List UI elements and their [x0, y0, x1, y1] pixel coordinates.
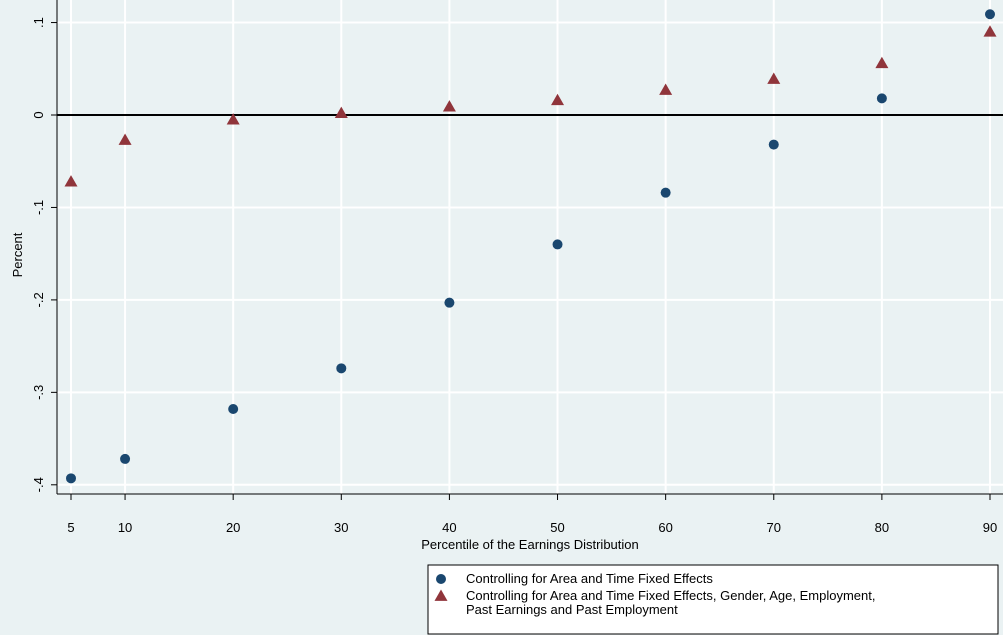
y-tick-label: -.3 — [31, 385, 46, 400]
data-point-triangle — [551, 93, 565, 106]
legend: Controlling for Area and Time Fixed Effe… — [427, 564, 999, 635]
legend-label: Controlling for Area and Time Fixed Effe… — [466, 588, 875, 603]
x-tick-label: 10 — [118, 520, 132, 535]
data-point-circle — [120, 453, 131, 464]
data-point-triangle — [118, 133, 132, 145]
data-point-circle — [660, 187, 671, 198]
data-point-circle — [66, 473, 76, 484]
data-point-triangle — [226, 113, 240, 125]
x-tick-label: 70 — [767, 520, 781, 535]
data-point-triangle — [659, 83, 673, 95]
data-point-triangle — [64, 175, 78, 187]
legend-marker-circle — [436, 574, 446, 584]
data-point-triangle — [767, 72, 781, 84]
data-point-circle — [768, 139, 779, 150]
x-tick-label: 20 — [226, 520, 240, 535]
data-point-circle — [876, 93, 887, 104]
data-point-triangle — [334, 106, 348, 119]
data-point-circle — [985, 9, 995, 20]
y-tick-label: .1 — [31, 17, 46, 28]
data-point-circle — [444, 297, 455, 308]
x-tick-label: 50 — [550, 520, 564, 535]
x-tick-label: 5 — [67, 520, 74, 535]
y-tick-label: -.1 — [31, 200, 46, 215]
x-tick-label: 30 — [334, 520, 348, 535]
y-tick-label: -.4 — [31, 477, 46, 492]
y-tick-label: -.2 — [31, 292, 46, 307]
legend-marker-triangle — [434, 589, 448, 601]
x-tick-label: 40 — [442, 520, 456, 535]
y-axis-title: Percent — [10, 232, 25, 277]
y-tick-label: 0 — [31, 111, 46, 118]
data-point-triangle — [442, 100, 456, 112]
data-point-circle — [228, 403, 239, 414]
data-point-circle — [552, 239, 563, 250]
plot-area — [57, 0, 1003, 494]
data-point-triangle — [983, 25, 997, 37]
legend-box — [427, 564, 999, 635]
x-tick-label: 60 — [658, 520, 672, 535]
data-point-triangle — [875, 56, 889, 69]
legend-label: Controlling for Area and Time Fixed Effe… — [466, 571, 713, 586]
x-axis-title: Percentile of the Earnings Distribution — [421, 537, 639, 552]
x-tick-label: 80 — [875, 520, 889, 535]
legend-label: Past Earnings and Past Employment — [466, 602, 678, 617]
data-point-circle — [336, 363, 347, 374]
x-tick-label: 90 — [983, 520, 997, 535]
